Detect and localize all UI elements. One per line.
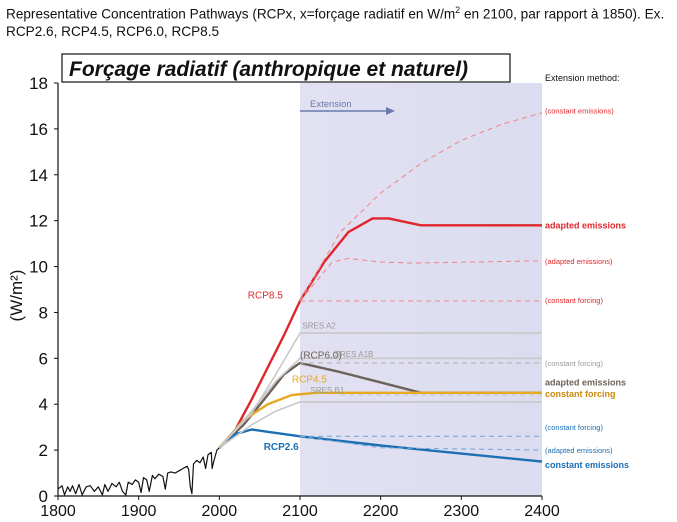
rcp8-5-series-line — [218, 217, 542, 449]
y-tick-label: 2 — [39, 441, 48, 460]
y-tick-label: 16 — [29, 120, 48, 139]
annotation-label: RCP2.6 — [264, 442, 299, 453]
y-tick-label: 6 — [39, 349, 48, 368]
extension-method-label: (constant emissions) — [545, 107, 614, 116]
annotation-label: SRES B1 — [310, 386, 344, 395]
chart-caption: Representative Concentration Pathways (R… — [6, 2, 674, 40]
rcp6-0-series-line — [218, 361, 542, 449]
extension-method-label: constant emissions — [545, 460, 629, 470]
y-tick-label: 8 — [39, 303, 48, 322]
caption-text-2: en 2100, par rapport à 1850). Ex. RCP2.6… — [6, 6, 665, 39]
annotation-label: (RCP6.0) — [300, 350, 342, 361]
extension-arrowhead — [386, 107, 395, 115]
y-tick-label: 4 — [39, 395, 48, 414]
sres-a1b-series-line — [218, 357, 542, 449]
annotation-label: RCP8.5 — [248, 291, 283, 302]
x-tick-label: 2200 — [363, 503, 399, 520]
x-tick-label: 2100 — [282, 503, 318, 520]
extension-method-label: adapted emissions — [545, 220, 626, 230]
y-tick-label: 14 — [29, 166, 48, 185]
x-tick-label: 2300 — [444, 503, 480, 520]
x-tick-label: 1800 — [40, 503, 76, 520]
annotation-label: SRES A1B — [335, 350, 374, 359]
annotation-label: SRES A2 — [302, 322, 336, 331]
extension-method-label: constant forcing — [545, 389, 616, 399]
extension-series-line — [299, 435, 543, 451]
extension-series-line — [299, 257, 543, 302]
chart-title: Forçage radiatif (anthropique et naturel… — [69, 58, 468, 81]
extension-method-title: Extension method: — [545, 73, 620, 83]
extension-series-line — [57, 447, 220, 496]
y-tick-label: 12 — [29, 212, 48, 231]
extension-label: Extension — [310, 99, 352, 110]
extension-method-label: (constant forcing) — [545, 423, 603, 432]
caption-text-1: Representative Concentration Pathways (R… — [6, 6, 456, 22]
extension-method-label: adapted emissions — [545, 377, 626, 387]
extension-method-label: (constant forcing) — [545, 296, 603, 305]
extension-method-label: (adapted emissions) — [545, 446, 613, 455]
x-tick-label: 2000 — [202, 503, 238, 520]
extension-method-label: (constant forcing) — [545, 359, 603, 368]
sres-b1-series-line — [218, 401, 542, 449]
y-tick-label: 0 — [39, 487, 48, 506]
extension-method-label: (adapted emissions) — [545, 257, 613, 266]
extension-band — [300, 83, 542, 496]
y-axis-label: (W/m²) — [7, 270, 26, 322]
y-tick-label: 18 — [29, 74, 48, 93]
rcp2-6-series-line — [218, 428, 543, 463]
caption-superscript: 2 — [455, 5, 461, 15]
y-tick-label: 10 — [29, 258, 48, 277]
annotation-label: RCP4.5 — [292, 374, 327, 385]
sres-a2-series-line — [218, 332, 542, 449]
x-tick-label: 1900 — [121, 503, 157, 520]
x-tick-label: 2400 — [524, 503, 560, 520]
chart-title-box — [61, 53, 511, 83]
